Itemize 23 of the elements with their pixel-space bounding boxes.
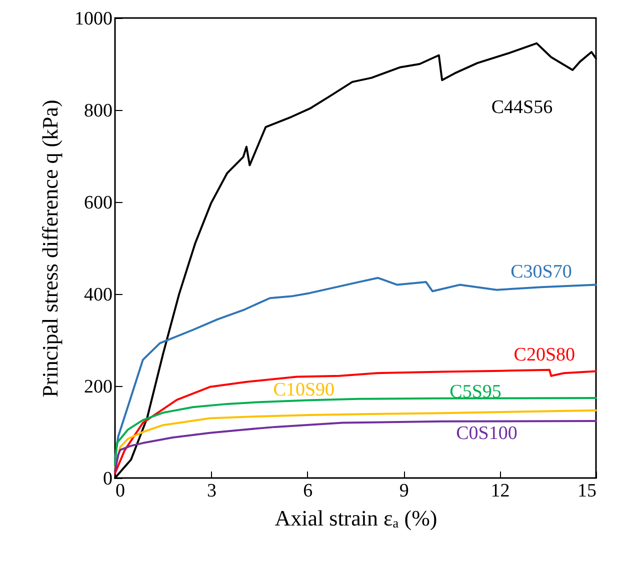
- x-tick-label: 15: [578, 480, 596, 502]
- y-tick-label: 1000: [74, 8, 112, 30]
- x-axis-title: Axial strain εₐ (%): [274, 506, 438, 530]
- line-series: [114, 409, 597, 470]
- x-tick-label: 9: [399, 480, 409, 502]
- series-label: C0S100: [456, 422, 518, 444]
- y-tick-label: 400: [84, 284, 112, 306]
- series-label: C5S95: [450, 382, 502, 403]
- y-tick-label: 600: [84, 192, 112, 214]
- line-series: [114, 368, 597, 474]
- x-tick-label: 3: [206, 480, 216, 502]
- line-series: [114, 420, 597, 472]
- series-label: C20S80: [514, 344, 576, 366]
- line-series: [114, 396, 597, 466]
- series-label: C10S90: [273, 380, 335, 401]
- y-tick-label: 200: [84, 376, 112, 398]
- x-tick-label: 6: [303, 480, 313, 502]
- y-axis-title: Principal stress difference q (kPa): [38, 100, 62, 398]
- x-tick-label: 12: [490, 480, 510, 502]
- line-series: [114, 276, 597, 461]
- series-label: C30S70: [510, 261, 572, 282]
- series-label: C44S56: [491, 96, 553, 118]
- y-tick-label: 800: [84, 100, 112, 122]
